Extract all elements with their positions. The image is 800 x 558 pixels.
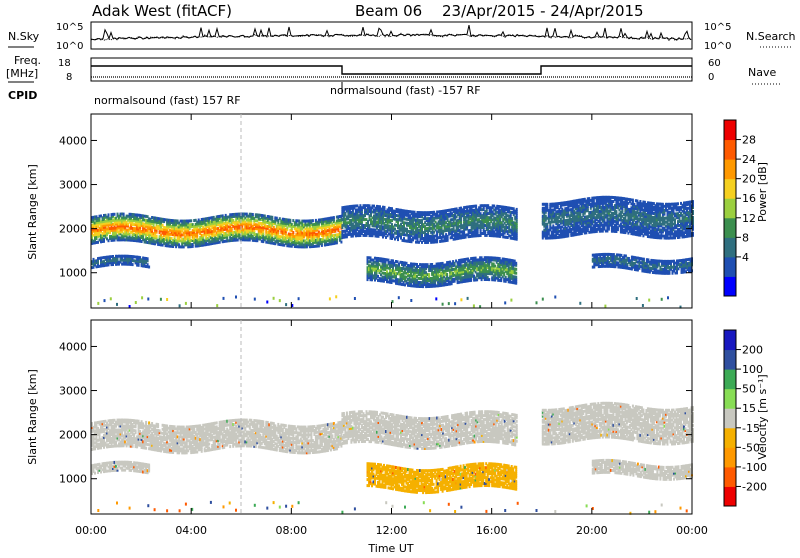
heatmap-cell — [515, 276, 517, 279]
heatmap-cell — [312, 219, 314, 222]
heatmap-cell — [190, 219, 192, 222]
heatmap-cell — [475, 205, 477, 208]
freq-tick-top: 18 — [58, 58, 71, 69]
cpid-label: CPID — [8, 89, 37, 102]
nsky-frame — [91, 22, 692, 49]
nsearch-line — [91, 33, 691, 40]
power-heatmap — [91, 196, 694, 309]
heatmap-cell — [515, 262, 517, 265]
heatmap-cell — [156, 235, 158, 238]
cpid-row: CPID normalsound (fast) 157 RF normalsou… — [8, 82, 481, 107]
heatmap-cell — [515, 272, 517, 275]
heatmap-cell — [515, 268, 517, 271]
heatmap-cell — [333, 216, 335, 219]
heatmap-cell — [546, 203, 548, 206]
cpid-segment-2: normalsound (fast) -157 RF — [330, 84, 481, 97]
nsearch-tick-bottom: 10^0 — [704, 41, 731, 52]
date-range: 23/Apr/2015 - 24/Apr/2015 — [442, 2, 644, 20]
heatmap-cell — [123, 213, 125, 216]
heatmap-cell — [148, 266, 150, 269]
heatmap-cell — [516, 208, 518, 211]
freq-label: Freq. — [14, 54, 41, 67]
freq-line — [91, 66, 692, 74]
nsky-tick-top: 10^5 — [56, 22, 83, 33]
heatmap-cell — [114, 213, 116, 216]
freq-unit-label: [MHz] — [6, 67, 38, 80]
heatmap-cell — [428, 273, 430, 276]
heatmap-cell — [108, 213, 110, 216]
heatmap-cell — [511, 217, 513, 220]
beam-title: Beam 06 — [355, 2, 422, 20]
freq-panel: Freq. [MHz] 18 8 60 0 Nave — [6, 54, 782, 84]
nave-tick-bottom: 0 — [708, 72, 714, 83]
heatmap-cell — [446, 273, 448, 276]
heatmap-cell — [340, 241, 342, 244]
nsky-panel: N.Sky 10^5 10^0 10^5 10^0 N.Search — [8, 22, 796, 52]
nave-tick-top: 60 — [708, 58, 721, 69]
heatmap-cell — [292, 231, 294, 234]
heatmap-cell — [289, 219, 291, 222]
nsearch-label: N.Search — [746, 30, 796, 43]
station-title: Adak West (fitACF) — [92, 2, 232, 20]
freq-tick-bottom: 8 — [66, 72, 72, 83]
nave-label: Nave — [748, 66, 776, 79]
heatmap-cell — [384, 206, 386, 209]
heatmap-cell — [488, 278, 490, 281]
heatmap-cell — [132, 263, 134, 266]
nsearch-tick-top: 10^5 — [704, 22, 731, 33]
heatmap-cell — [147, 257, 149, 260]
nsky-tick-bottom: 10^0 — [56, 41, 83, 52]
nsky-label: N.Sky — [8, 30, 40, 43]
heatmap-cell — [271, 216, 273, 219]
heatmap-cell — [252, 213, 254, 216]
cpid-segment-1: normalsound (fast) 157 RF — [94, 94, 241, 107]
